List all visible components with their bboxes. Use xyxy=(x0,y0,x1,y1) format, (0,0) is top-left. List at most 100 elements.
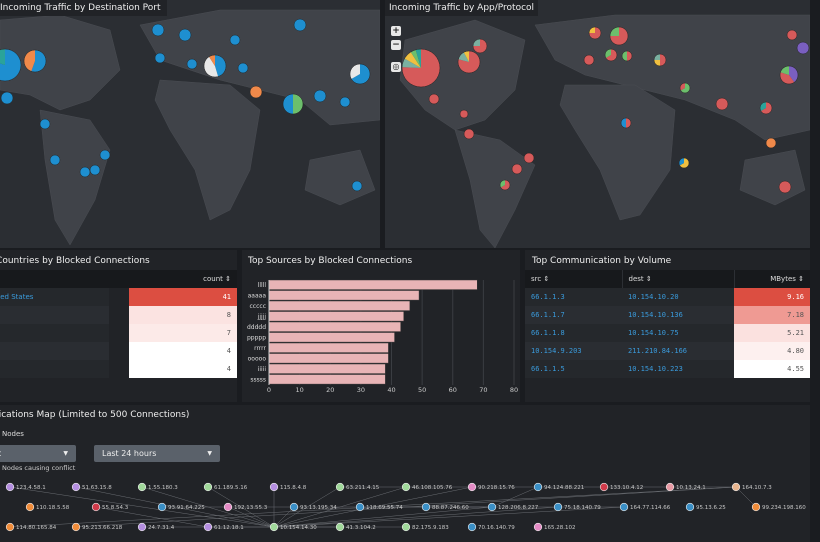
network-node[interactable] xyxy=(533,522,543,532)
pie-marker[interactable] xyxy=(604,48,618,62)
table-row[interactable]: 8 xyxy=(0,306,237,324)
pie-marker[interactable] xyxy=(796,41,810,55)
pie-marker[interactable] xyxy=(621,50,633,62)
country-cell[interactable] xyxy=(0,360,109,378)
network-node[interactable] xyxy=(619,502,629,512)
pie-marker[interactable] xyxy=(765,137,777,149)
pie-marker[interactable] xyxy=(786,29,798,41)
pie-marker[interactable] xyxy=(178,28,192,42)
pie-marker[interactable] xyxy=(472,38,488,54)
world-map-right[interactable] xyxy=(385,0,810,248)
pie-marker[interactable] xyxy=(678,157,690,169)
country-cell[interactable]: United States xyxy=(0,293,34,301)
country-cell[interactable] xyxy=(0,324,109,342)
network-node[interactable] xyxy=(487,502,497,512)
network-node[interactable] xyxy=(71,482,81,492)
network-node[interactable] xyxy=(335,482,345,492)
dest-cell[interactable]: 10.154.10.75 xyxy=(628,329,679,337)
network-node[interactable] xyxy=(269,522,279,532)
pie-marker[interactable] xyxy=(99,149,111,161)
table-row[interactable]: 7 xyxy=(0,324,237,342)
bar[interactable] xyxy=(268,332,395,343)
pie-marker[interactable] xyxy=(282,93,304,115)
pie-marker[interactable] xyxy=(679,82,691,94)
table-row[interactable]: 66.1.1.5 10.154.10.223 4.55 xyxy=(525,360,810,378)
table-row[interactable]: 66.1.1.7 10.154.10.136 7.18 xyxy=(525,306,810,324)
network-node[interactable] xyxy=(137,522,147,532)
table-row[interactable]: United States 41 xyxy=(0,288,237,306)
pie-marker[interactable] xyxy=(609,26,629,46)
bar[interactable] xyxy=(268,342,389,353)
dest-header[interactable]: dest ⇕ xyxy=(622,270,735,288)
pie-marker[interactable] xyxy=(459,109,469,119)
pie-marker[interactable] xyxy=(237,62,249,74)
pie-marker[interactable] xyxy=(779,65,799,85)
src-cell[interactable]: 66.1.1.7 xyxy=(531,311,565,319)
bar[interactable] xyxy=(268,279,478,290)
country-header[interactable] xyxy=(0,270,129,288)
network-node[interactable] xyxy=(5,522,15,532)
count-header[interactable]: count ⇕ xyxy=(203,275,231,283)
bar[interactable] xyxy=(268,290,420,301)
world-map-left[interactable] xyxy=(0,0,380,248)
network-node[interactable] xyxy=(137,482,147,492)
table-row[interactable]: 4 xyxy=(0,342,237,360)
network-node[interactable] xyxy=(269,482,279,492)
src-cell[interactable]: 66.1.1.8 xyxy=(531,329,565,337)
country-cell[interactable] xyxy=(0,342,109,360)
pie-marker[interactable] xyxy=(249,85,263,99)
table-row[interactable]: 4 xyxy=(0,360,237,378)
country-cell[interactable] xyxy=(0,306,109,324)
node-filter-dropdown[interactable]: t▼ xyxy=(0,445,76,462)
network-node[interactable] xyxy=(467,482,477,492)
network-node[interactable] xyxy=(355,502,365,512)
network-node[interactable] xyxy=(223,502,233,512)
pie-marker[interactable] xyxy=(653,53,667,67)
network-node[interactable] xyxy=(731,482,741,492)
table-row[interactable]: 10.154.9.203 211.210.84.166 4.80 xyxy=(525,342,810,360)
zoom-in-button[interactable]: + xyxy=(391,26,401,36)
network-node[interactable] xyxy=(289,502,299,512)
network-node[interactable] xyxy=(401,522,411,532)
dest-cell[interactable]: 10.154.10.223 xyxy=(628,365,683,373)
pie-marker[interactable] xyxy=(79,166,91,178)
network-node[interactable] xyxy=(157,502,167,512)
bar[interactable] xyxy=(268,363,386,374)
bar[interactable] xyxy=(268,300,411,311)
network-node[interactable] xyxy=(71,522,81,532)
pie-marker[interactable] xyxy=(511,163,523,175)
pie-marker[interactable] xyxy=(778,180,792,194)
pie-marker[interactable] xyxy=(351,180,363,192)
network-graph[interactable]: 123.4.58.1 51.63.15.8 1.55.180.3 61.189.5.1… xyxy=(0,405,810,542)
src-cell[interactable]: 66.1.1.5 xyxy=(531,365,565,373)
pie-marker[interactable] xyxy=(39,118,51,130)
src-cell[interactable]: 66.1.1.3 xyxy=(531,293,565,301)
reset-view-button[interactable]: ◎ xyxy=(391,62,401,72)
dest-cell[interactable]: 10.154.10.136 xyxy=(628,311,683,319)
pie-marker[interactable] xyxy=(715,97,729,111)
pie-marker[interactable] xyxy=(23,49,47,73)
bar[interactable] xyxy=(268,321,401,332)
pie-marker[interactable] xyxy=(313,89,327,103)
pie-marker[interactable] xyxy=(428,93,440,105)
src-header[interactable]: src ⇕ xyxy=(525,270,623,288)
network-node[interactable] xyxy=(533,482,543,492)
pie-marker[interactable] xyxy=(499,179,511,191)
network-node[interactable] xyxy=(25,502,35,512)
pie-marker[interactable] xyxy=(349,63,371,85)
time-range-dropdown[interactable]: Last 24 hours ▼ xyxy=(94,445,220,462)
pie-marker[interactable] xyxy=(0,91,14,105)
pie-marker[interactable] xyxy=(759,101,773,115)
pie-marker[interactable] xyxy=(523,152,535,164)
pie-marker[interactable] xyxy=(401,48,441,88)
network-node[interactable] xyxy=(599,482,609,492)
dest-cell[interactable]: 10.154.10.20 xyxy=(628,293,679,301)
pie-marker[interactable] xyxy=(203,54,227,78)
pie-marker[interactable] xyxy=(89,164,101,176)
pie-marker[interactable] xyxy=(457,50,481,74)
pie-marker[interactable] xyxy=(583,54,595,66)
pie-marker[interactable] xyxy=(0,48,22,82)
bar[interactable] xyxy=(268,311,404,322)
network-node[interactable] xyxy=(685,502,695,512)
bar[interactable] xyxy=(268,374,386,385)
